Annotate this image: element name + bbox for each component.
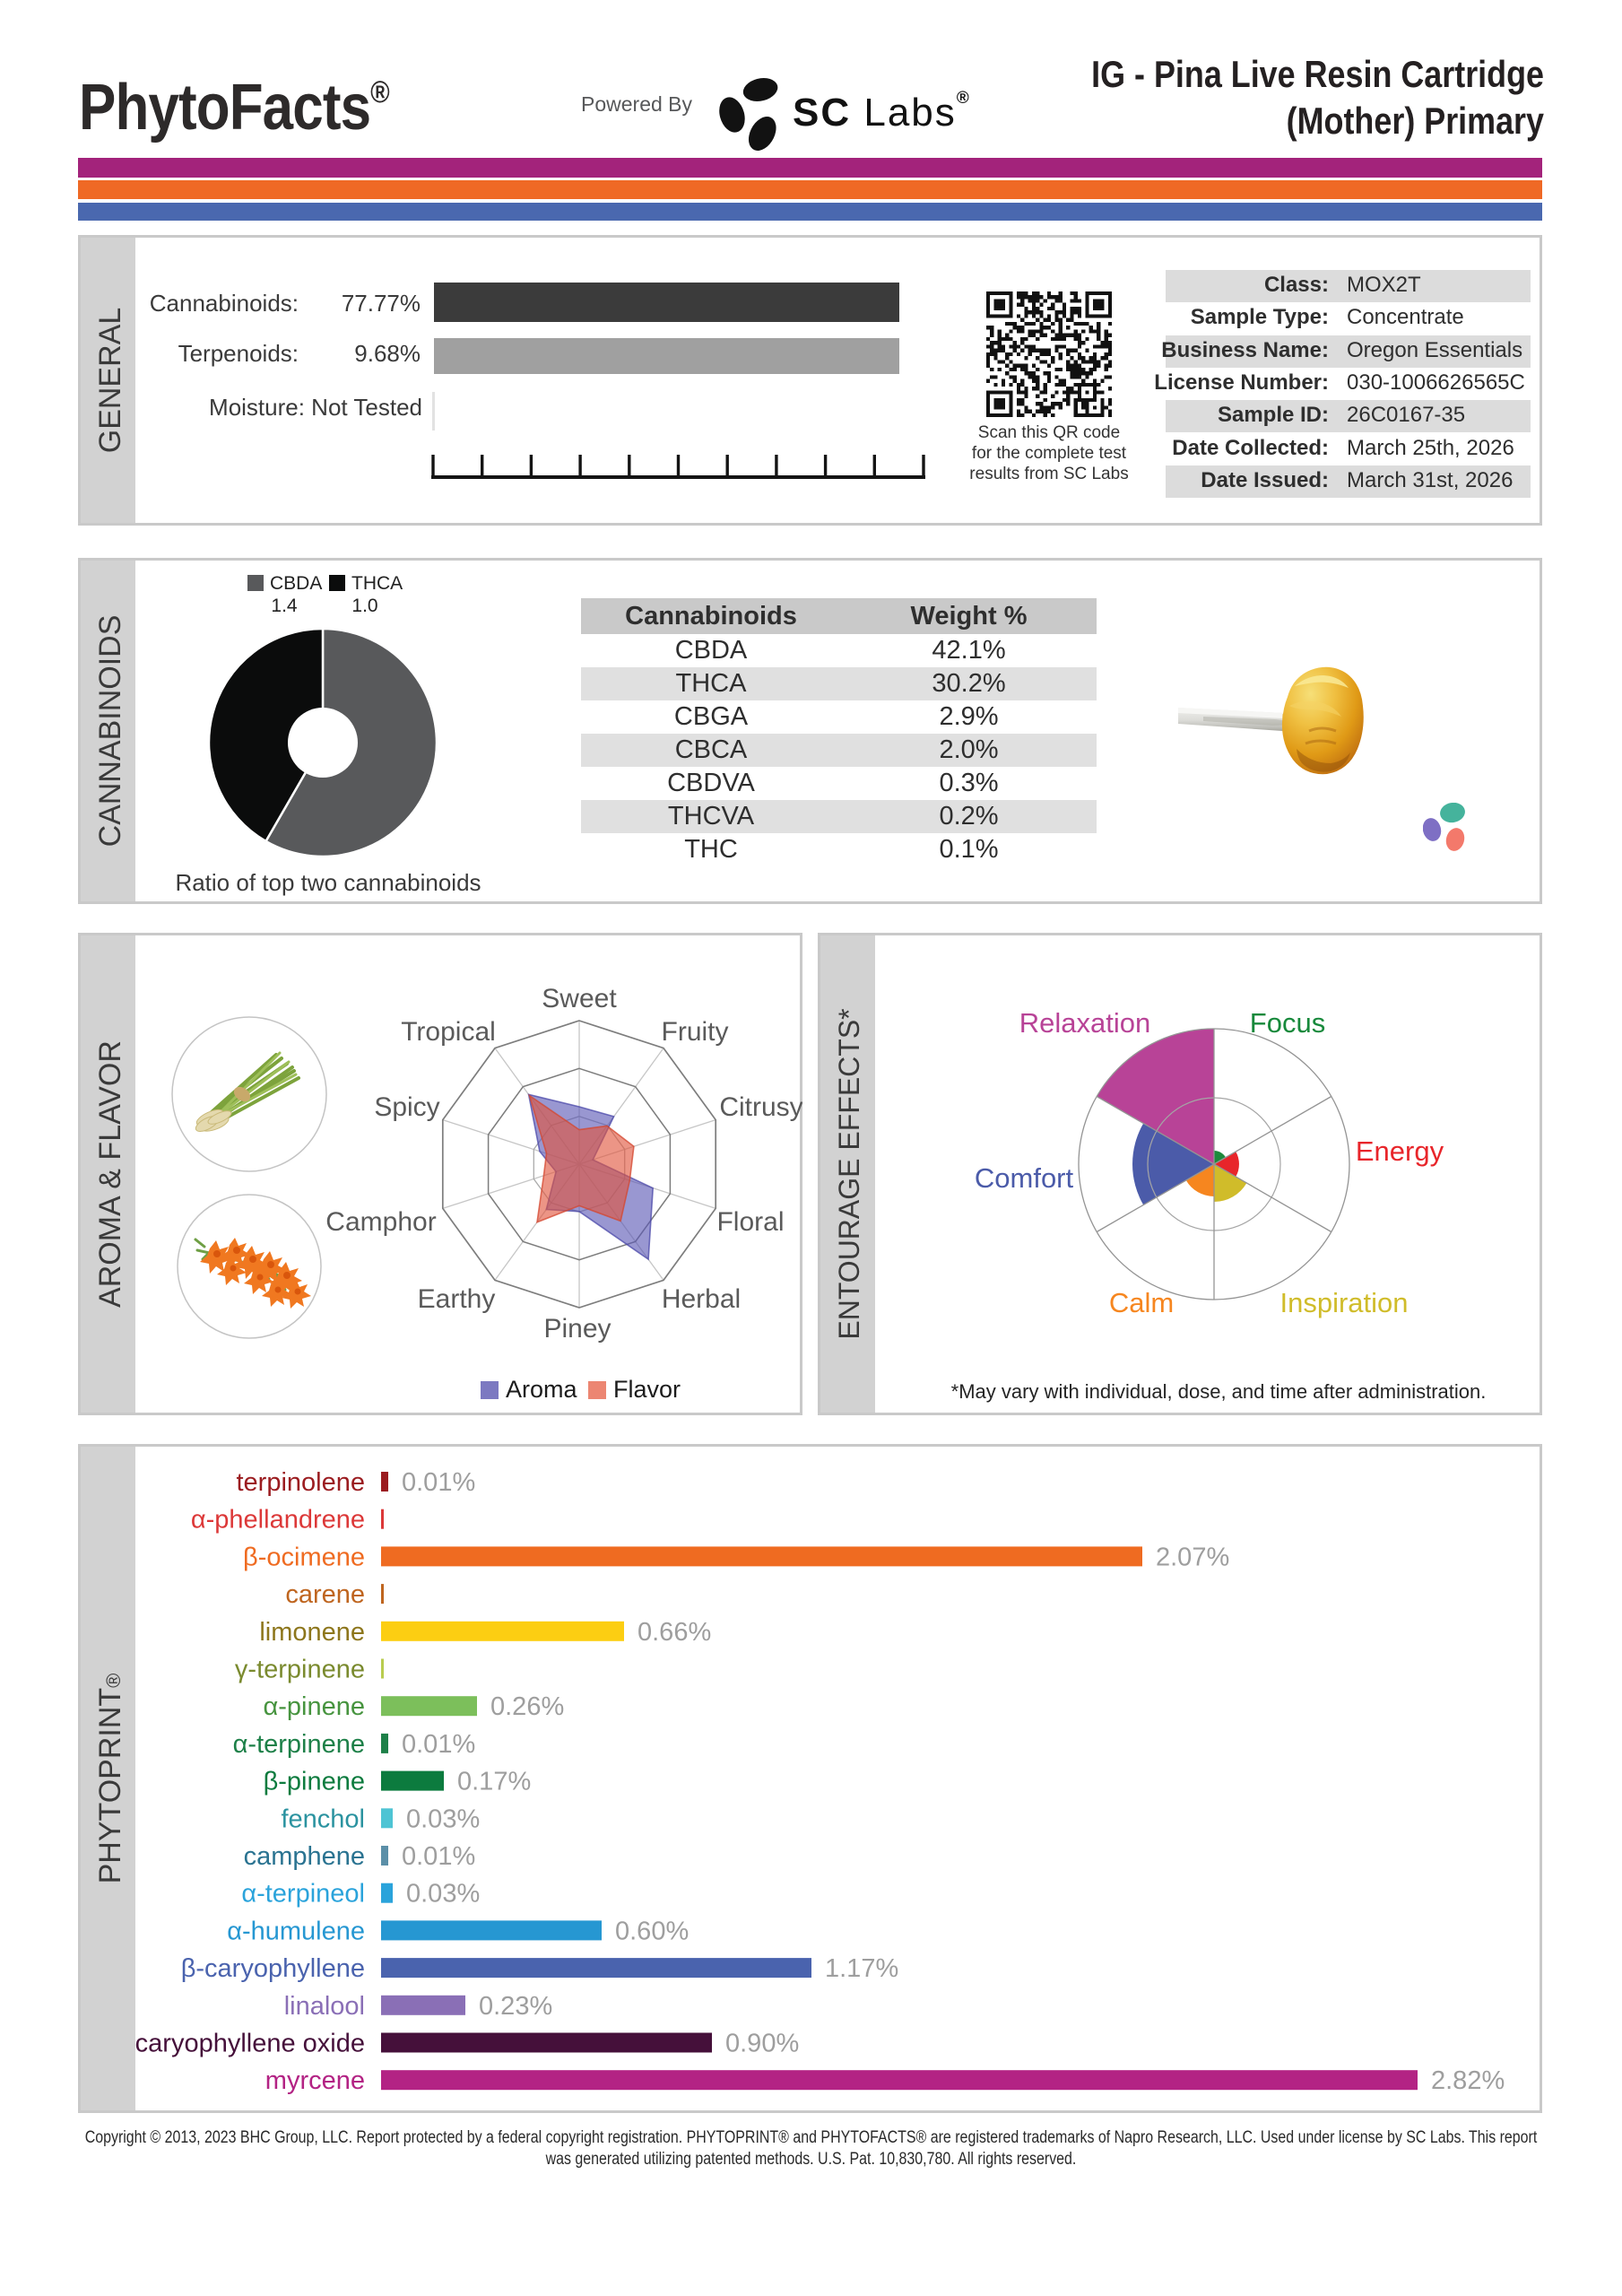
svg-text:camphene: camphene bbox=[244, 1842, 365, 1871]
svg-text:α-phellandrene: α-phellandrene bbox=[191, 1506, 365, 1535]
svg-text:β-caryophyllene: β-caryophyllene bbox=[181, 1954, 365, 1983]
svg-text:Citrusy: Citrusy bbox=[719, 1092, 802, 1122]
svg-text:Tropical: Tropical bbox=[401, 1017, 496, 1047]
svg-text:0.66%: 0.66% bbox=[638, 1618, 711, 1647]
svg-text:β-pinene: β-pinene bbox=[264, 1768, 365, 1796]
svg-text:Fruity: Fruity bbox=[662, 1017, 729, 1047]
svg-text:0.01%: 0.01% bbox=[402, 1842, 475, 1871]
svg-text:Calm: Calm bbox=[1109, 1287, 1174, 1318]
svg-text:0.01%: 0.01% bbox=[402, 1730, 475, 1759]
svg-text:Aroma: Aroma bbox=[506, 1376, 578, 1403]
svg-text:Flavor: Flavor bbox=[613, 1376, 681, 1403]
svg-text:0.01%: 0.01% bbox=[402, 1468, 475, 1497]
svg-text:linalool: linalool bbox=[284, 1992, 365, 2021]
svg-text:0.03%: 0.03% bbox=[406, 1880, 480, 1909]
svg-text:2.82%: 2.82% bbox=[1431, 2066, 1505, 2095]
svg-text:Piney: Piney bbox=[543, 1314, 611, 1344]
svg-text:Camphor: Camphor bbox=[325, 1207, 436, 1237]
svg-text:caryophyllene oxide: caryophyllene oxide bbox=[135, 2030, 365, 2058]
svg-text:0.26%: 0.26% bbox=[490, 1692, 564, 1721]
svg-text:Sweet: Sweet bbox=[542, 984, 617, 1013]
svg-text:0.03%: 0.03% bbox=[406, 1805, 480, 1833]
svg-text:terpinolene: terpinolene bbox=[237, 1468, 366, 1497]
svg-text:0.90%: 0.90% bbox=[725, 2030, 799, 2058]
svg-text:Inspiration: Inspiration bbox=[1279, 1287, 1408, 1318]
svg-text:γ-terpinene: γ-terpinene bbox=[235, 1656, 365, 1684]
svg-text:α-pinene: α-pinene bbox=[263, 1692, 365, 1721]
svg-text:α-terpinene: α-terpinene bbox=[233, 1730, 365, 1759]
svg-text:1.17%: 1.17% bbox=[825, 1954, 898, 1983]
svg-text:carene: carene bbox=[285, 1580, 365, 1609]
svg-text:Spicy: Spicy bbox=[374, 1092, 439, 1122]
svg-text:β-ocimene: β-ocimene bbox=[243, 1543, 365, 1571]
svg-text:Herbal: Herbal bbox=[662, 1284, 741, 1314]
svg-text:2.07%: 2.07% bbox=[1156, 1543, 1229, 1571]
svg-text:0.17%: 0.17% bbox=[457, 1768, 531, 1796]
svg-text:0.60%: 0.60% bbox=[615, 1917, 689, 1945]
svg-text:Floral: Floral bbox=[716, 1207, 784, 1237]
svg-text:Focus: Focus bbox=[1250, 1007, 1325, 1039]
svg-text:limonene: limonene bbox=[259, 1618, 365, 1647]
svg-text:Relaxation: Relaxation bbox=[1019, 1007, 1150, 1039]
svg-text:α-humulene: α-humulene bbox=[227, 1917, 365, 1945]
svg-text:0.23%: 0.23% bbox=[479, 1992, 552, 2021]
svg-text:Earthy: Earthy bbox=[418, 1284, 496, 1314]
svg-text:myrcene: myrcene bbox=[265, 2066, 365, 2095]
svg-text:α-terpineol: α-terpineol bbox=[241, 1880, 365, 1909]
svg-text:fenchol: fenchol bbox=[281, 1805, 365, 1833]
svg-text:Comfort: Comfort bbox=[975, 1162, 1074, 1194]
svg-text:Energy: Energy bbox=[1356, 1135, 1444, 1167]
